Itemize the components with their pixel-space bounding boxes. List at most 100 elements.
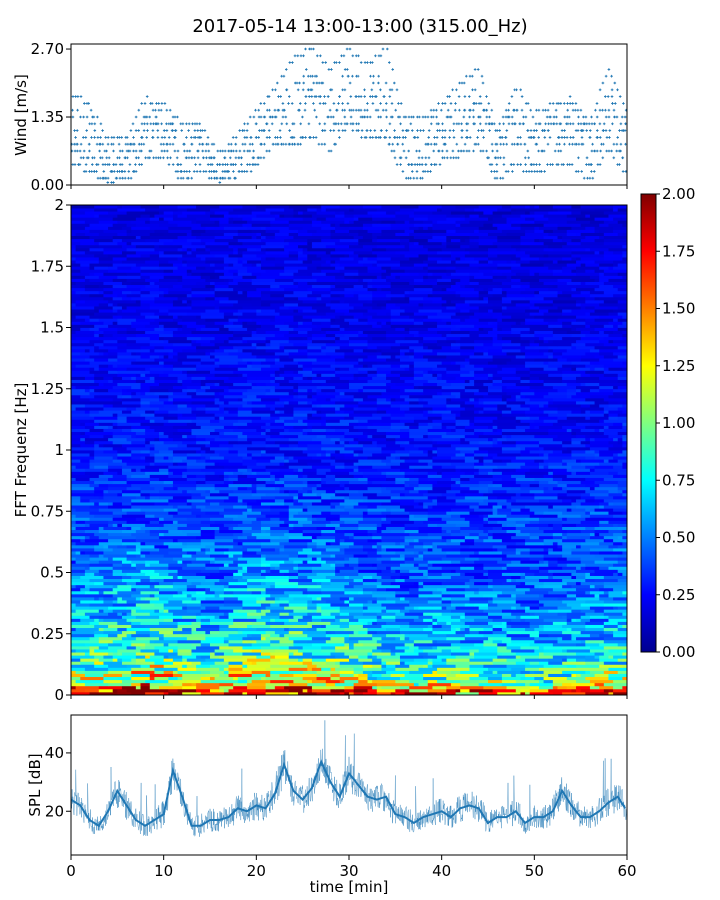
spectrogram-cell (298, 324, 317, 328)
spectrogram-cell (506, 517, 526, 521)
spectrogram-cell (293, 560, 304, 564)
spectrogram-cell (200, 327, 220, 331)
spectrogram-cell (608, 520, 628, 524)
spectrogram-cell (362, 462, 387, 466)
spectrogram-cell (622, 404, 628, 408)
spectrogram-cell (576, 459, 582, 463)
spectrogram-cell (580, 382, 586, 387)
spectrogram-cell (168, 339, 192, 344)
spectrogram-cell (311, 486, 317, 491)
spectrogram-cell (260, 450, 266, 454)
spectrogram-cell (172, 453, 188, 457)
spectrogram-cell (390, 342, 401, 347)
spectrogram-cell (316, 557, 322, 561)
spectrogram-cell (214, 676, 234, 681)
spectrogram-cell (94, 348, 109, 353)
spectrogram-cell (121, 529, 137, 534)
spectrogram-cell (613, 532, 628, 537)
spectrogram-cell (339, 612, 350, 616)
spectrogram-cell (145, 367, 151, 371)
spectrogram-cell (135, 630, 151, 635)
spectrogram-cell (589, 606, 614, 610)
spectrogram-cell (622, 333, 628, 338)
spectrogram-cell (538, 633, 549, 638)
spectrogram-cell (548, 321, 563, 325)
spectrogram-cell (284, 621, 308, 625)
spectrogram-cell (274, 474, 285, 478)
spectrogram-cell (223, 499, 239, 503)
spectrogram-cell (501, 361, 507, 365)
spectrogram-cell (446, 587, 466, 592)
spectrogram-cell (580, 492, 591, 497)
spectrogram-cell (214, 541, 239, 546)
spectrogram-cell (566, 603, 582, 607)
spectrogram-cell (525, 471, 549, 475)
spectrogram-cell (622, 676, 628, 681)
spectrogram-cell (196, 551, 206, 555)
spectrogram-cell (617, 578, 628, 583)
spectrogram-cell (172, 480, 197, 485)
spectrogram-cell (149, 385, 174, 390)
spectrogram-cell (149, 600, 169, 604)
spectrogram-cell (386, 397, 392, 402)
spectrogram-cell (511, 394, 517, 399)
spectrogram-cell (135, 609, 155, 613)
spectrogram-cell (562, 352, 586, 356)
spectrogram-cell (608, 425, 623, 429)
spectrogram-cell (311, 437, 331, 442)
spectrogram-cell (418, 652, 429, 656)
spectrogram-cell (427, 462, 452, 466)
spectrogram-cell (599, 505, 605, 509)
spectrogram-cell (409, 345, 424, 350)
spectrogram-cell (168, 529, 183, 534)
spectrogram-cell (270, 673, 280, 678)
spectrogram-cell (576, 688, 582, 693)
spectrogram-cell (108, 388, 123, 393)
spectrogram-cell (228, 327, 248, 331)
spectrogram-cell (182, 560, 192, 564)
spectrogram-cell (515, 394, 521, 399)
spectrogram-cell (538, 593, 544, 598)
spectrogram-cell (325, 541, 331, 546)
spectrogram-cell (228, 339, 243, 344)
spectrogram-cell (302, 474, 308, 478)
spectrogram-cell (270, 618, 276, 622)
spectrogram-cell (163, 670, 174, 674)
spectrogram-cell (455, 505, 470, 509)
spectrogram-cell (237, 407, 253, 411)
spectrogram-cell (186, 376, 192, 380)
spectrogram-cell (492, 627, 503, 632)
spectrogram-cell (381, 327, 396, 331)
spectrogram-cell (423, 676, 447, 681)
spectrogram-cell (316, 673, 331, 678)
spectrogram-cell (603, 324, 614, 328)
spectrogram-cell (501, 477, 517, 482)
spectrogram-cell (423, 584, 447, 589)
spectrogram-cell (154, 376, 178, 380)
spectrogram-cell (168, 566, 183, 570)
spectrogram-cell (381, 569, 392, 573)
spectrogram-cell (228, 336, 234, 341)
spectrogram-cell (622, 388, 628, 393)
spectrogram-cell (242, 431, 262, 436)
spectrogram-cell (274, 456, 285, 460)
spectrogram-cell (515, 548, 531, 552)
spectrogram-cell (94, 655, 104, 659)
spectrogram-cell (455, 324, 475, 328)
spectrogram-cell (543, 318, 558, 322)
spectrogram-cell (154, 459, 174, 463)
spectrogram-cell (349, 655, 359, 659)
spectrogram-cell (256, 486, 276, 491)
spectrogram-cell (353, 364, 364, 368)
spectrogram-cell (552, 682, 563, 687)
spectrogram-cell (538, 569, 549, 573)
spectrogram-cell (464, 535, 480, 540)
spectrogram-cell (335, 315, 341, 319)
spectrogram-cell (617, 624, 623, 629)
spectrogram-cell (145, 624, 160, 629)
spectrogram-cell (562, 517, 568, 521)
spectrogram-cell (423, 355, 433, 359)
spectrogram-cell (237, 474, 248, 478)
spectrogram-cell (492, 532, 517, 537)
spectrogram-cell (307, 474, 327, 478)
